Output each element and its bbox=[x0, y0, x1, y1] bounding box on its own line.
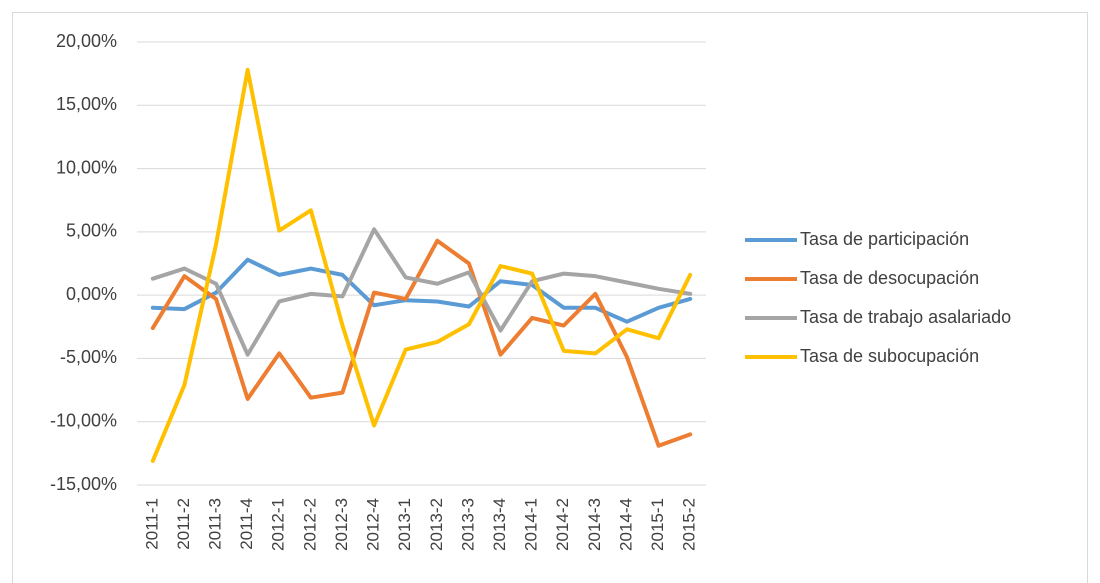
x-tick-label: 2012-4 bbox=[364, 498, 383, 551]
x-tick-label: 2012-1 bbox=[269, 498, 288, 551]
series-line bbox=[150, 67, 693, 463]
x-tick-label: 2014-3 bbox=[585, 498, 604, 551]
legend-label: Tasa de participación bbox=[800, 229, 969, 249]
series-line bbox=[150, 238, 693, 448]
x-tick-label: 2013-1 bbox=[395, 498, 414, 551]
x-tick-label: 2014-1 bbox=[522, 498, 541, 551]
x-tick-label: 2011-1 bbox=[142, 498, 161, 550]
y-tick-label: 0,00% bbox=[66, 284, 117, 304]
y-tick-label: -10,00% bbox=[50, 410, 117, 430]
x-tick-label: 2015-1 bbox=[648, 498, 667, 551]
x-tick-label: 2013-4 bbox=[490, 498, 509, 551]
x-tick-label: 2011-3 bbox=[206, 498, 225, 550]
x-tick-label: 2013-3 bbox=[458, 498, 477, 551]
x-tick-label: 2012-2 bbox=[300, 498, 319, 551]
legend-label: Tasa de subocupación bbox=[800, 346, 979, 366]
y-tick-label: -15,00% bbox=[50, 474, 117, 494]
x-tick-label: 2012-3 bbox=[332, 498, 351, 551]
x-tick-label: 2014-4 bbox=[616, 498, 635, 551]
x-tick-label: 2015-2 bbox=[680, 498, 699, 551]
y-tick-label: 20,00% bbox=[56, 31, 117, 51]
x-tick-label: 2013-2 bbox=[427, 498, 446, 551]
legend-label: Tasa de trabajo asalariado bbox=[800, 307, 1011, 327]
x-tick-label: 2011-4 bbox=[237, 498, 256, 550]
y-tick-label: 15,00% bbox=[56, 94, 117, 114]
legend-label: Tasa de desocupación bbox=[800, 268, 979, 288]
x-tick-label: 2011-2 bbox=[174, 498, 193, 550]
y-tick-label: 10,00% bbox=[56, 157, 117, 177]
x-tick-label: 2014-2 bbox=[553, 498, 572, 551]
series-line bbox=[150, 257, 693, 324]
series-line bbox=[150, 227, 693, 357]
y-tick-label: -5,00% bbox=[60, 347, 117, 367]
y-tick-label: 5,00% bbox=[66, 221, 117, 241]
